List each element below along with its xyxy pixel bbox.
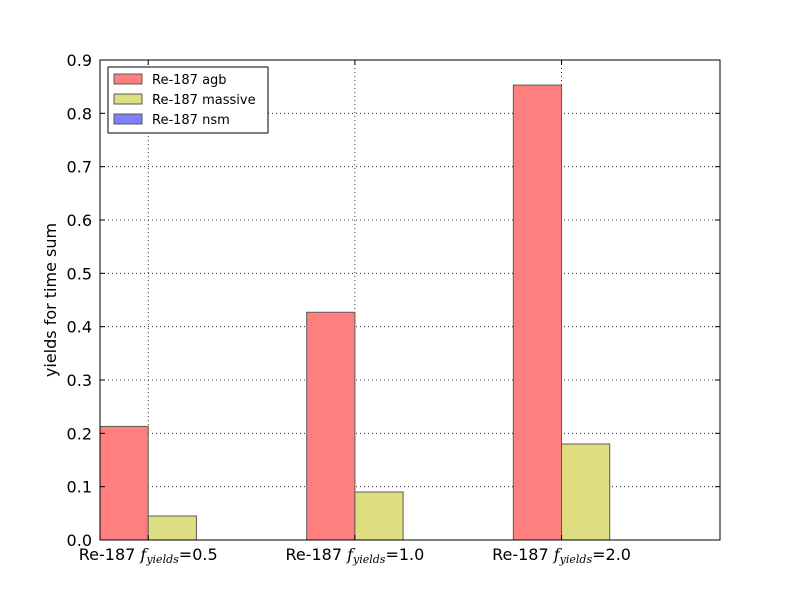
y-tick-label: 0.7	[67, 158, 92, 177]
plot-frame	[99, 59, 721, 541]
x-tick-labels: Re-187 fyields=0.5 Re-187 fyields=1.0 Re-1…	[79, 545, 631, 566]
x-tick-label: Re-187 fyields=2.0	[492, 545, 631, 566]
plot-area	[100, 60, 720, 540]
axis-ticks	[100, 59, 720, 541]
y-tick-labels: 0.0 0.1 0.2 0.3 0.4 0.5 0.6 0.7 0.8 0.9	[67, 51, 92, 550]
legend-swatch	[113, 113, 143, 125]
legend-label: Re-187 nsm	[152, 113, 230, 128]
legend-label: Re-187 agb	[152, 73, 227, 88]
y-axis-label: yields for time sum	[41, 223, 60, 377]
bar	[99, 425, 149, 541]
bar	[306, 311, 356, 541]
legend-swatch	[113, 93, 143, 105]
y-tick-label: 0.6	[67, 211, 92, 230]
y-tick-label: 0.5	[67, 264, 92, 283]
legend-swatch	[113, 73, 143, 85]
x-tick-label: Re-187 fyields=0.5	[79, 545, 218, 566]
bar	[354, 491, 404, 541]
bar	[512, 84, 563, 541]
y-tick-label: 0.9	[67, 51, 92, 70]
y-tick-label: 0.3	[67, 371, 92, 390]
y-tick-label: 0.8	[67, 104, 92, 123]
legend-label: Re-187 massive	[152, 93, 256, 108]
x-tick-label: Re-187 fyields=1.0	[285, 545, 424, 566]
bar	[147, 515, 197, 541]
bar	[561, 443, 611, 541]
y-tick-label: 0.0	[67, 531, 92, 550]
y-tick-label: 0.1	[67, 478, 92, 497]
legend: Re-187 agb Re-187 massive Re-187 nsm	[107, 66, 269, 134]
y-tick-label: 0.4	[67, 318, 92, 337]
y-tick-label: 0.2	[67, 424, 92, 443]
